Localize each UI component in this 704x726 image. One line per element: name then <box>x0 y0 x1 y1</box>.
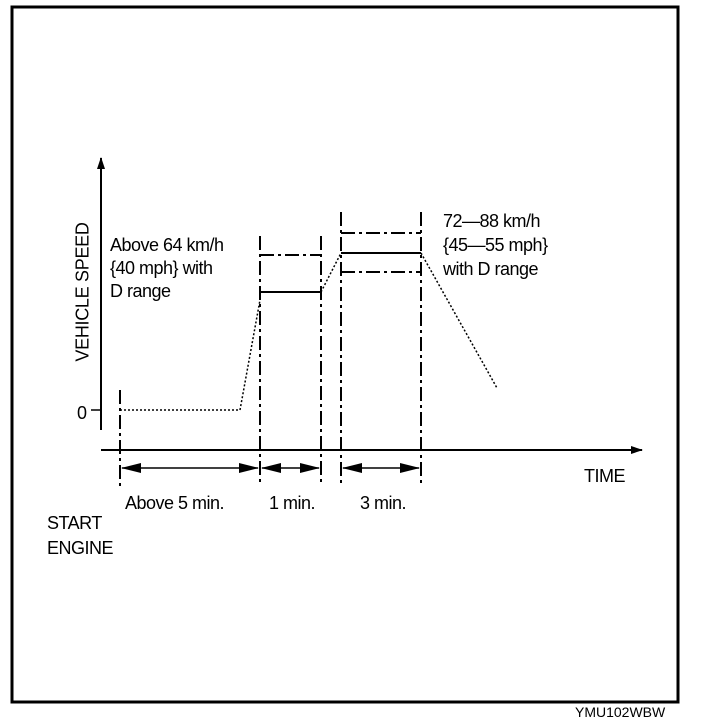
y-zero-label: 0 <box>77 403 87 423</box>
duration-label-2: 1 min. <box>269 493 316 513</box>
accelerate-2 <box>320 252 342 293</box>
x-axis-label: TIME <box>584 466 626 486</box>
phase3-note-line1: 72—88 km/h <box>443 211 541 231</box>
phase1-note-line2: {40 mph} with <box>110 258 213 278</box>
idle-and-accelerate <box>120 299 261 411</box>
duration-label-1: Above 5 min. <box>125 493 225 513</box>
frame <box>10 5 680 704</box>
speed-profile <box>120 252 498 411</box>
start-label-line2: ENGINE <box>47 538 114 558</box>
start-label-line1: START <box>47 513 102 533</box>
phase3-note-line3: with D range <box>443 259 539 279</box>
phase1-note-line1: Above 64 km/h <box>110 235 224 255</box>
phase1-note-line3: D range <box>110 281 171 301</box>
decelerate <box>420 252 498 389</box>
phase3-note-line2: {45—55 mph} <box>443 235 548 255</box>
phase-boundaries <box>119 212 422 486</box>
figure-code: YMU102WBW <box>575 704 666 720</box>
y-axis-label: VEHICLE SPEED <box>72 222 93 362</box>
duration-label-3: 3 min. <box>360 493 407 513</box>
